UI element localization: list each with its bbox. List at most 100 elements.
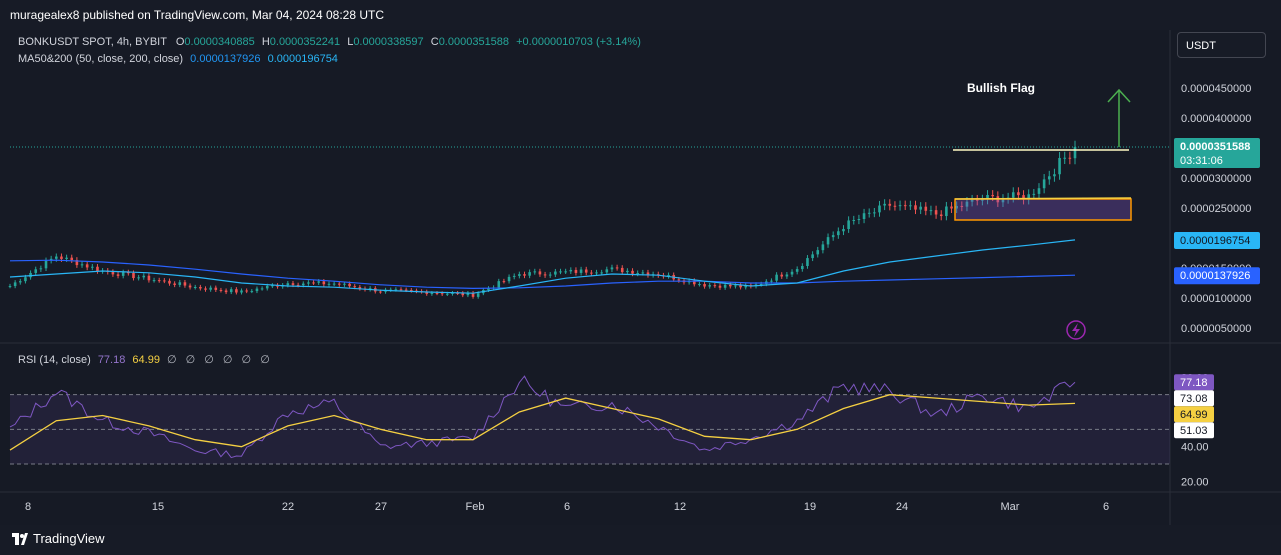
tradingview-logo-icon	[12, 532, 28, 545]
candle-body	[224, 290, 228, 293]
candle-body	[569, 269, 573, 272]
candle-body	[1063, 157, 1067, 159]
price-tick: 0.0000400000	[1181, 113, 1251, 125]
candle-body	[332, 283, 336, 285]
rsi-extras: ∅ ∅ ∅ ∅ ∅ ∅	[167, 354, 273, 366]
candle-body	[80, 264, 84, 266]
candle-body	[934, 210, 938, 215]
rsi-tag-value: 64.99	[1180, 409, 1208, 421]
candle-body	[857, 219, 861, 221]
candle-body	[91, 266, 94, 268]
candle-body	[811, 254, 814, 259]
candle-body	[734, 285, 737, 287]
rsi-value: 77.18	[97, 354, 126, 366]
time-tick: 27	[375, 501, 387, 513]
candle-body	[1027, 194, 1030, 200]
candle-body	[1073, 147, 1077, 159]
candle-body	[610, 267, 614, 270]
candle-body	[538, 271, 542, 275]
ma-label[interactable]: MA50&200 (50, close, 200, close)	[18, 53, 184, 65]
candle-body	[276, 285, 279, 287]
candle-body	[1011, 192, 1015, 198]
candle-body	[718, 285, 722, 288]
candle-body	[703, 284, 706, 287]
currency-selector[interactable]: USDT	[1177, 32, 1266, 58]
candle-body	[1042, 179, 1046, 189]
flag-top-line	[954, 197, 1132, 200]
candle-body	[991, 195, 994, 197]
candle-body	[867, 212, 871, 214]
candle-body	[939, 214, 943, 217]
open-label: O	[175, 36, 185, 48]
candle-body	[945, 206, 948, 217]
candle-body	[451, 292, 454, 294]
candle-body	[723, 284, 727, 288]
candle-body	[152, 280, 156, 282]
flag-box	[954, 198, 1132, 221]
bar-countdown: 03:31:06	[1180, 155, 1223, 167]
current-price-tag	[1174, 138, 1260, 169]
candle-body	[898, 205, 902, 207]
candle-body	[960, 205, 964, 207]
candle-body	[188, 285, 192, 288]
candle-body	[801, 266, 804, 270]
candle-body	[862, 213, 866, 220]
candle-body	[214, 287, 218, 290]
candle-body	[821, 244, 825, 251]
candle-body	[842, 229, 845, 232]
candle-body	[667, 274, 670, 277]
candle-body	[85, 264, 89, 268]
candle-body	[507, 276, 511, 282]
candle-body	[178, 282, 182, 285]
symbol-name[interactable]: BONKUSDT SPOT, 4h, BYBIT	[18, 36, 167, 48]
candle-body	[883, 203, 886, 206]
candle-body	[199, 287, 202, 289]
candle-body	[847, 220, 850, 230]
candle-body	[430, 293, 434, 295]
candle-body	[240, 290, 243, 293]
candle-body	[466, 292, 470, 296]
publish-info: muragealex8 published on TradingView.com…	[10, 8, 384, 22]
candle-body	[358, 287, 362, 289]
candle-body	[255, 288, 259, 292]
symbol-legend: BONKUSDT SPOT, 4h, BYBIT O0.0000340885 H…	[18, 36, 641, 48]
candle-body	[34, 269, 38, 273]
candle-body	[893, 205, 897, 207]
candle-body	[728, 284, 732, 287]
candle-body	[636, 273, 639, 275]
candle-body	[512, 275, 516, 277]
candle-body	[476, 293, 480, 297]
candle-body	[204, 288, 207, 290]
candle-body	[785, 274, 789, 277]
candle-body	[163, 280, 166, 282]
tradingview-brand: TradingView	[33, 531, 105, 546]
ma200-value: 0.0000196754	[267, 53, 338, 65]
candle-body	[55, 256, 58, 259]
candle-body	[1032, 193, 1036, 195]
low-label: L	[347, 36, 354, 48]
candle-body	[168, 280, 171, 284]
price-tick: 0.0000100000	[1181, 293, 1251, 305]
candle-body	[271, 285, 274, 287]
candle-body	[456, 292, 459, 294]
rsi-ma-line	[9, 394, 1076, 451]
candle-body	[317, 281, 320, 283]
rsi-tag	[1174, 422, 1214, 439]
candle-body	[301, 283, 305, 286]
candle-body	[44, 260, 48, 269]
footer: TradingView	[0, 525, 1281, 555]
lightning-icon-bolt	[1072, 323, 1080, 337]
candle-body	[924, 206, 928, 211]
candle-body	[975, 199, 979, 201]
rsi-tick: 20.00	[1181, 476, 1209, 488]
candle-body	[919, 206, 922, 210]
rsi-label[interactable]: RSI (14, close)	[18, 354, 91, 366]
tradingview-logo[interactable]: TradingView	[12, 531, 105, 546]
candle-body	[111, 271, 115, 275]
candle-body	[1022, 195, 1025, 200]
candle-body	[461, 293, 465, 296]
high-label: H	[261, 36, 270, 48]
candle-body	[795, 269, 799, 272]
candle-body	[399, 289, 403, 291]
